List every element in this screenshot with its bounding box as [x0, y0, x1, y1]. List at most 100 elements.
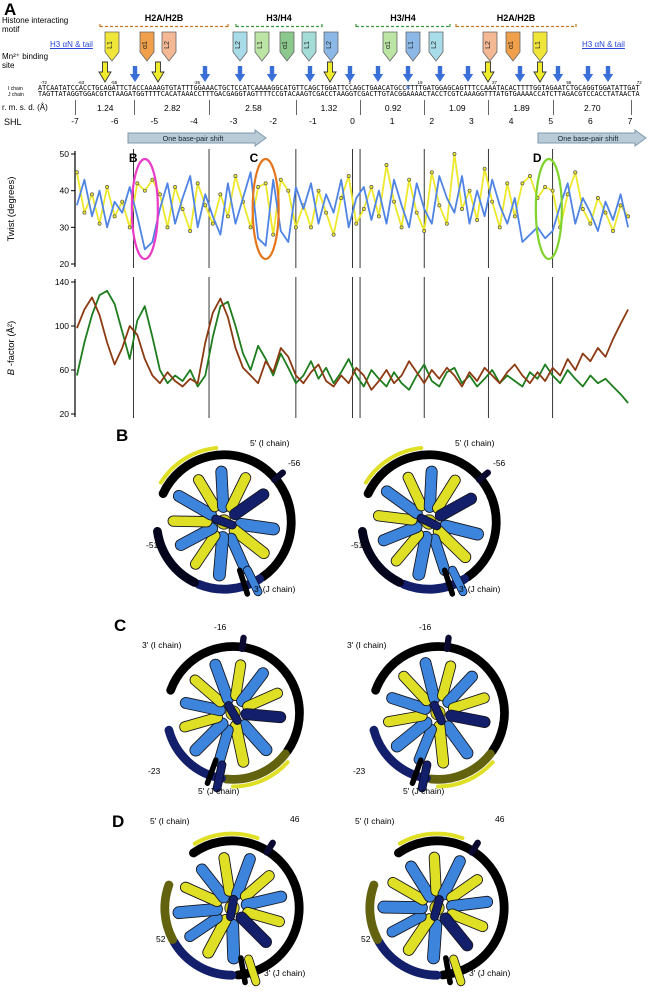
base-pair-spoke [179, 881, 223, 907]
data-marker [286, 188, 291, 193]
wheel-label-left_num: 52 [361, 934, 371, 944]
terminal-tail [243, 565, 263, 597]
data-marker [90, 192, 94, 197]
data-marker [316, 188, 321, 193]
terminal-stub [263, 839, 276, 856]
terminal-stub [238, 634, 247, 652]
terminal-tail-shadow [236, 567, 251, 597]
base-pair-spoke [446, 874, 483, 904]
wheel-label-three_prime: 3' (J chain) [254, 584, 296, 594]
motif-tag-label: L2 [164, 41, 171, 49]
motif-tag-label: L1 [535, 41, 542, 49]
terminal-tail-shadow [441, 567, 456, 597]
nucleosome-wheel-d-left [160, 831, 304, 987]
shl-tick: 3 [469, 116, 474, 126]
data-marker [550, 188, 555, 193]
data-marker [346, 174, 351, 178]
center-bar [211, 514, 237, 530]
motif-tag [482, 31, 498, 62]
dna-ring [160, 880, 178, 944]
sequence-tick: 72 [636, 80, 642, 85]
terminal-tail [212, 760, 227, 793]
rmsd-value: 1.89 [488, 100, 553, 115]
wheel-label-five_prime: 5' (I chain) [455, 438, 495, 448]
data-marker [573, 170, 578, 175]
histone-motif-label-line2: motif [2, 25, 20, 34]
data-marker [611, 229, 615, 233]
wheel-label-three_prime: 3' (J chain) [469, 968, 511, 978]
h3-tail-left-label: H3 αN & tail [50, 40, 93, 49]
wheel-label-five_prime: 5' (I chain) [150, 816, 190, 826]
wheel-label-top_num: -16 [214, 622, 227, 632]
data-marker [188, 229, 193, 233]
terminal-stub [468, 839, 481, 856]
data-marker [127, 225, 132, 230]
shl-tick: -6 [110, 116, 119, 126]
shl-tick: 7 [627, 116, 633, 126]
wheel-label-top_num: -56 [288, 458, 301, 468]
shl-tick: 0 [350, 116, 355, 126]
dna-rim [363, 446, 424, 485]
j-chain-label: J chain [8, 91, 24, 98]
data-marker [331, 232, 336, 237]
mn-arrow-blue [304, 66, 316, 82]
base-pair-spoke [439, 912, 474, 952]
wheel-label-five_j: 5' (J chain) [198, 786, 240, 796]
base-pair-spoke [240, 708, 287, 724]
base-pair-spoke [242, 906, 285, 928]
mn-arrow-yellow [533, 61, 547, 83]
base-pair-spoke [432, 474, 461, 514]
histone-group-bracket [355, 24, 451, 29]
shl-tick: -1 [309, 116, 317, 126]
motif-tag-label: L2 [431, 41, 438, 49]
ellipse-letter: D [533, 151, 542, 165]
data-marker [309, 225, 313, 230]
shl-tick: -5 [150, 116, 159, 126]
terminal-tail-shadow [443, 955, 453, 986]
base-pair-spoke [398, 670, 432, 707]
shl-tick: 4 [508, 116, 514, 126]
sequence-tick: 37 [491, 80, 497, 85]
base-pair-spoke [402, 471, 428, 512]
data-marker [361, 207, 366, 211]
data-marker [112, 214, 117, 219]
mn-arrow-yellow [98, 61, 112, 83]
shl-tick: -2 [269, 116, 277, 126]
dna-rim [436, 760, 495, 789]
data-marker [460, 207, 464, 211]
motif-tag [232, 31, 248, 62]
dna-ring [189, 836, 304, 980]
motif-tag-label: α1 [282, 41, 289, 49]
wheel-label-left_num: -23 [353, 766, 366, 776]
dna-ring [358, 526, 404, 587]
base-pair-spoke [242, 687, 283, 712]
dna-rim [397, 831, 465, 846]
dna-ring [164, 725, 226, 783]
data-marker [543, 185, 548, 189]
data-marker [248, 225, 253, 230]
data-marker [271, 232, 276, 237]
base-pair-spoke [240, 890, 288, 911]
histone-motif-label-line1: Histone interacting [2, 16, 69, 25]
data-marker [339, 196, 344, 200]
mn-arrow-blue [199, 66, 211, 82]
dna-ring [394, 836, 509, 980]
wheel-label-five_prime: 5' (I chain) [355, 816, 395, 826]
base-pair-spoke [179, 711, 223, 733]
data-marker [165, 225, 170, 230]
terminal-tail [417, 760, 432, 793]
motif-tag [428, 31, 444, 62]
shift-arrow [127, 129, 267, 147]
sequence-tick: 55 [566, 80, 572, 85]
base-pair-spoke [434, 492, 478, 522]
base-pair-spoke [189, 717, 229, 757]
mn-arrow-blue [402, 66, 414, 82]
data-marker [369, 185, 374, 189]
wheel-label-three_i: 3' (I chain) [347, 640, 387, 650]
data-marker [120, 199, 125, 204]
motif-tag-label: α1 [385, 41, 392, 49]
motif-tag-label: L1 [257, 41, 264, 49]
base-pair-spoke [215, 465, 230, 513]
data-marker [603, 210, 608, 215]
